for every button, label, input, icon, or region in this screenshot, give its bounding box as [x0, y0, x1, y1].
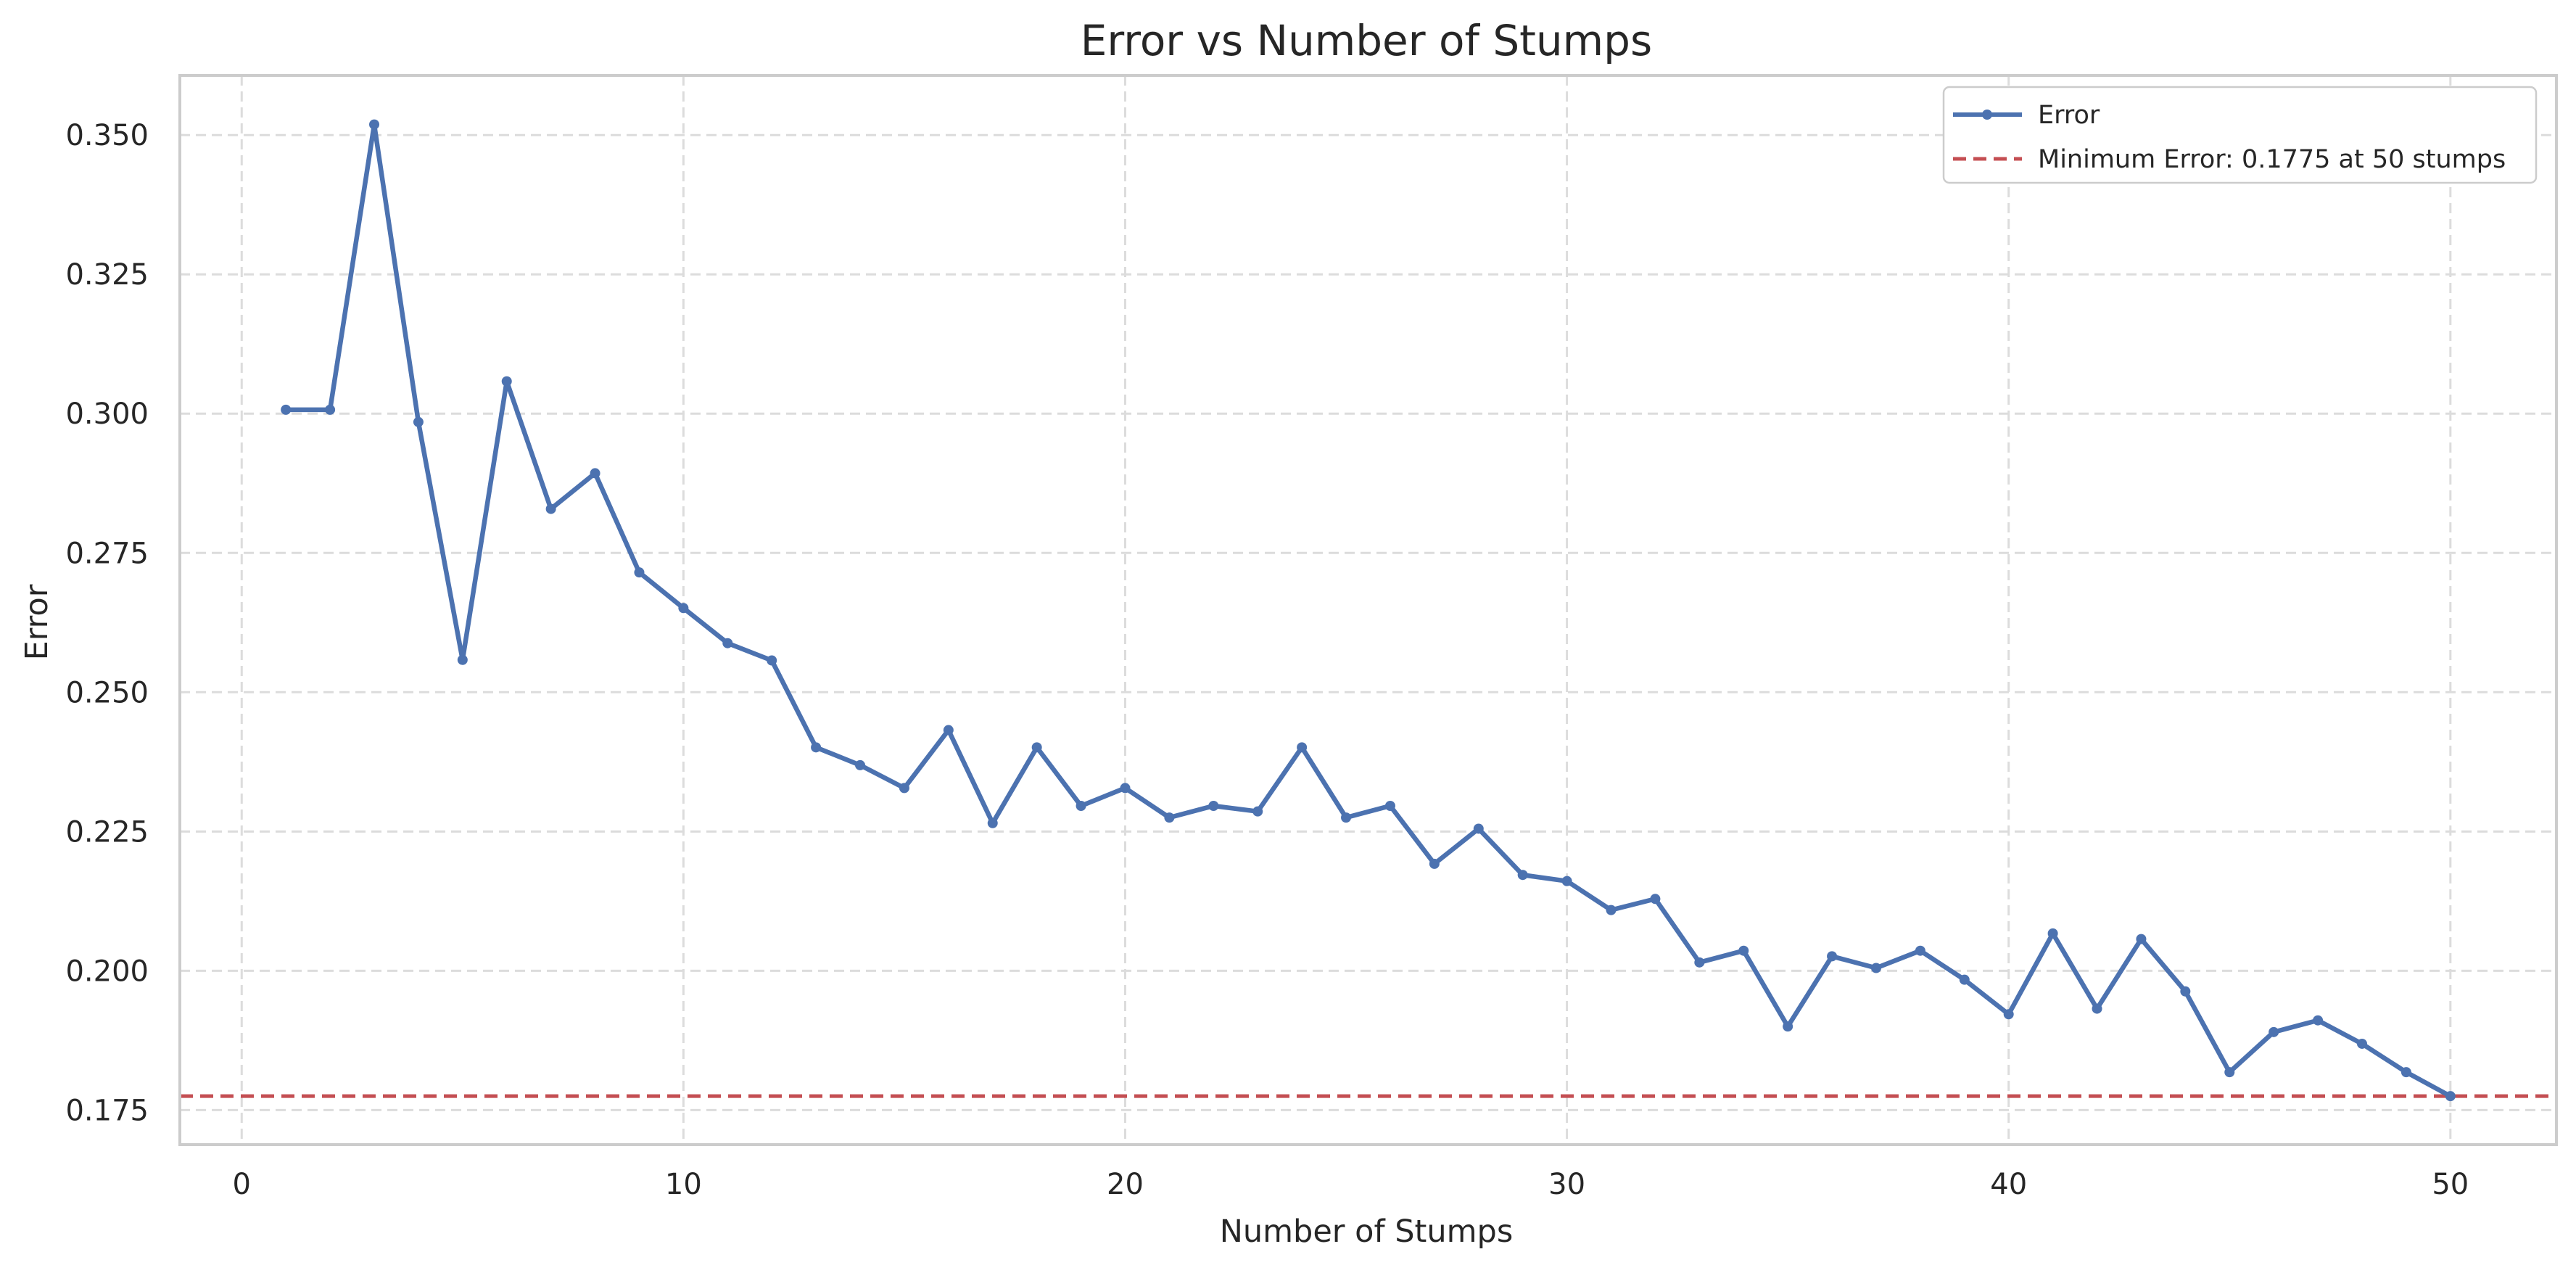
- error-data-point: [325, 404, 336, 415]
- error-data-point: [899, 783, 909, 794]
- legend-box: [1942, 86, 2538, 184]
- y-tick-labels: 0.175 0.200 0.225 0.250 0.275 0.300 0.325 0.350: [65, 119, 149, 1127]
- error-data-point: [1164, 812, 1175, 823]
- y-tick-label: 0.300: [65, 397, 149, 431]
- legend-series-marker: [1982, 110, 1992, 120]
- error-series-line: [283, 122, 2453, 1099]
- error-data-point: [1429, 858, 1440, 869]
- error-data-point: [987, 817, 998, 828]
- y-tick-label: 0.325: [65, 258, 149, 292]
- error-data-point: [1473, 823, 1484, 834]
- error-data-point: [2356, 1038, 2367, 1049]
- legend: Error Minimum Error: 0.1775 at 50 stumps: [1942, 86, 2538, 184]
- error-data-point: [678, 603, 689, 614]
- error-data-point: [1031, 742, 1042, 753]
- error-data-point: [501, 376, 512, 387]
- error-data-point: [2445, 1091, 2456, 1102]
- error-data-point: [855, 759, 866, 770]
- y-tick-label: 0.200: [65, 955, 149, 988]
- error-data-point: [590, 468, 600, 479]
- error-data-point: [1341, 812, 1352, 823]
- error-data-point: [1650, 894, 1661, 905]
- legend-series-label: Error: [2038, 101, 2100, 130]
- error-data-point: [1738, 945, 1749, 956]
- error-data-point: [1827, 951, 1838, 962]
- x-tick-label: 10: [665, 1168, 702, 1201]
- error-data-point: [722, 638, 733, 648]
- error-data-point: [2313, 1015, 2324, 1026]
- error-data-point: [634, 567, 645, 578]
- error-data-point: [1959, 974, 1970, 985]
- error-data-point: [2224, 1067, 2235, 1078]
- error-data-point: [1208, 800, 1219, 811]
- error-data-point: [2400, 1067, 2411, 1078]
- error-data-point: [1120, 783, 1131, 794]
- y-tick-label: 0.350: [65, 119, 149, 152]
- error-data-point: [767, 655, 777, 666]
- error-data-point: [1384, 800, 1395, 811]
- grid-lines: [180, 75, 2556, 1145]
- error-data-point: [2180, 986, 2191, 997]
- error-data-point: [1606, 905, 1617, 915]
- series-layer: [281, 119, 2456, 1102]
- x-tick-label: 40: [1990, 1168, 2027, 1201]
- error-data-point: [1783, 1021, 1793, 1032]
- y-tick-label: 0.250: [65, 676, 149, 709]
- error-data-point: [1252, 806, 1263, 817]
- error-data-point: [1517, 870, 1528, 881]
- x-tick-labels: 0 10 20 30 40 50: [233, 1168, 2469, 1201]
- x-tick-label: 20: [1107, 1168, 1144, 1201]
- x-tick-label: 50: [2432, 1168, 2469, 1201]
- error-data-point: [2047, 928, 2058, 939]
- error-data-point: [457, 654, 468, 665]
- error-data-point: [1915, 945, 1925, 956]
- legend-reference-label: Minimum Error: 0.1775 at 50 stumps: [2038, 145, 2506, 174]
- x-tick-label: 30: [1548, 1168, 1585, 1201]
- x-axis-label: Number of Stumps: [1220, 1214, 1514, 1250]
- axes-frame: [178, 74, 2558, 1146]
- error-data-point: [1297, 742, 1308, 753]
- chart-title: Error vs Number of Stumps: [1081, 16, 1652, 65]
- error-data-point: [1561, 876, 1572, 886]
- error-data-point: [413, 416, 424, 427]
- y-axis-label: Error: [19, 584, 55, 660]
- error-data-point: [2003, 1009, 2014, 1020]
- x-tick-label: 0: [233, 1168, 251, 1201]
- error-data-point: [545, 503, 556, 514]
- error-data-point: [811, 742, 822, 753]
- error-data-point: [1870, 963, 1881, 973]
- error-data-point: [1076, 800, 1086, 811]
- error-data-point: [2269, 1026, 2279, 1037]
- error-data-point: [1694, 957, 1705, 968]
- error-data-point: [943, 725, 954, 736]
- error-data-point: [2136, 934, 2147, 944]
- error-data-point: [369, 119, 380, 130]
- error-data-point: [2092, 1003, 2102, 1014]
- y-tick-label: 0.175: [65, 1094, 149, 1127]
- y-tick-label: 0.225: [65, 815, 149, 849]
- y-tick-label: 0.275: [65, 537, 149, 570]
- error-data-point: [281, 404, 292, 415]
